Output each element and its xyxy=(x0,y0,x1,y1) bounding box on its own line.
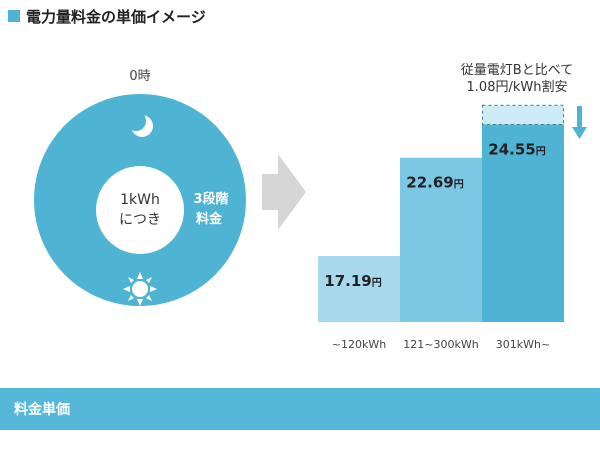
x-tick-label: ~120kWh xyxy=(332,338,386,351)
center-label-line2: につき xyxy=(119,212,161,228)
right-arrow-icon xyxy=(262,154,306,230)
rate-bar-chart: 17.19円 ~120kWh 22.69円 121~300kWh 24.55円 301kW… xyxy=(318,104,564,351)
x-tick-label: 301kWh~ xyxy=(496,338,550,351)
zero-hour-label: 0時 xyxy=(129,69,150,84)
down-arrow-icon xyxy=(572,106,587,139)
title-marker xyxy=(8,10,20,22)
comparison-note-line2: 1.08円/kWh割安 xyxy=(467,79,568,95)
bar-2 xyxy=(400,157,482,322)
sun-icon xyxy=(123,272,157,306)
footer-label: 料金単価 xyxy=(14,402,70,418)
bar-3 xyxy=(482,124,564,322)
center-label-line1: 1kWh xyxy=(120,192,160,208)
crescent-moon-icon xyxy=(126,111,153,137)
comparison-note-line1: 従量電灯Bと比べて xyxy=(461,63,573,78)
bar-value-label: 24.55円 xyxy=(488,140,545,158)
bar-value-label: 22.69円 xyxy=(406,174,463,192)
page-title: 電力量料金の単価イメージ xyxy=(26,8,206,26)
x-tick-label: 121~300kWh xyxy=(403,338,478,351)
bar-1 xyxy=(318,256,400,322)
center-circle xyxy=(96,166,184,254)
tier-label-line2: 料金 xyxy=(196,211,223,227)
bar-value-label: 17.19円 xyxy=(324,272,381,290)
footer-bar: 料金単価 xyxy=(0,388,600,430)
tier-label-line1: 3段階 xyxy=(193,191,228,207)
discount-segment xyxy=(482,104,564,125)
